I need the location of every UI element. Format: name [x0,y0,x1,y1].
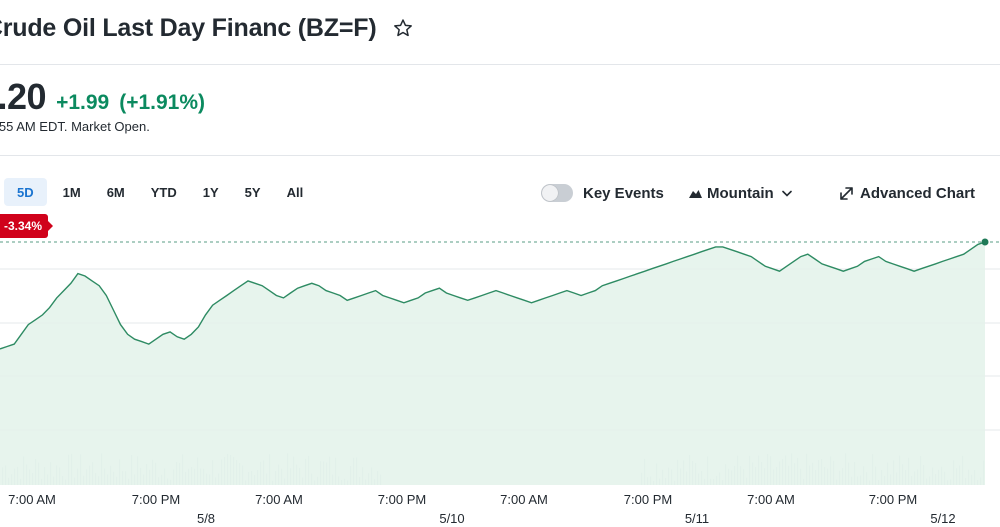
x-tick-label: 7:00 PM [131,492,181,507]
range-5y[interactable]: 5Y [244,184,261,200]
price-line [0,241,986,350]
date-label: 5/10 [439,511,465,526]
x-tick-label: 7:00 AM [255,492,303,507]
x-tick-label: 7:00 PM [377,492,427,507]
x-tick-label: 7:00 AM [500,492,548,507]
expand-icon [840,186,853,200]
range-1m[interactable]: 1M [62,184,81,200]
x-tick-label: 7:00 AM [747,492,795,507]
title-row: t Crude Oil Last Day Financ (BZ=F) [0,8,414,48]
range-ytd[interactable]: YTD [150,184,177,200]
date-label: 5/12 [930,511,956,526]
price-change-percent: (+1.91%) [119,91,206,114]
advanced-chart-label: Advanced Chart [860,184,976,202]
chart-type-dropdown[interactable]: Mountain [689,178,792,208]
chevron-down-icon [781,190,792,197]
range-selector: 5D 1M 6M YTD 1Y 5Y All [4,178,319,206]
price-area [0,242,985,485]
star-outline-icon[interactable] [392,17,414,39]
header-divider [0,64,1000,65]
range-5d[interactable]: 5D [4,178,47,206]
date-label: 5/11 [684,511,710,526]
range-1y[interactable]: 1Y [202,184,219,200]
chart-type-label: Mountain [707,184,774,202]
quote-divider [0,155,1000,156]
page-title: t Crude Oil Last Day Financ (BZ=F) [0,13,377,42]
market-time: 4:55 AM EDT. Market Open. [0,119,150,134]
toggle-switch[interactable] [541,184,573,202]
advanced-chart-button[interactable]: Advanced Chart [840,178,975,208]
last-price-dot [981,238,989,246]
quote-row: 6.20 +1.99 (+1.91%) [0,76,205,118]
key-events-toggle[interactable]: Key Events [541,178,664,208]
range-change-badge: -3.34% [0,214,54,238]
range-6m[interactable]: 6M [106,184,125,200]
x-tick-label: 7:00 PM [868,492,918,507]
range-all[interactable]: All [286,184,304,200]
date-label: 5/8 [196,511,216,526]
mountain-icon [689,188,702,198]
current-price: 6.20 [0,76,47,117]
price-change: +1.99 [56,91,110,114]
key-events-label: Key Events [583,184,664,202]
x-tick-label: 7:00 AM [8,492,56,507]
x-tick-label: 7:00 PM [623,492,673,507]
